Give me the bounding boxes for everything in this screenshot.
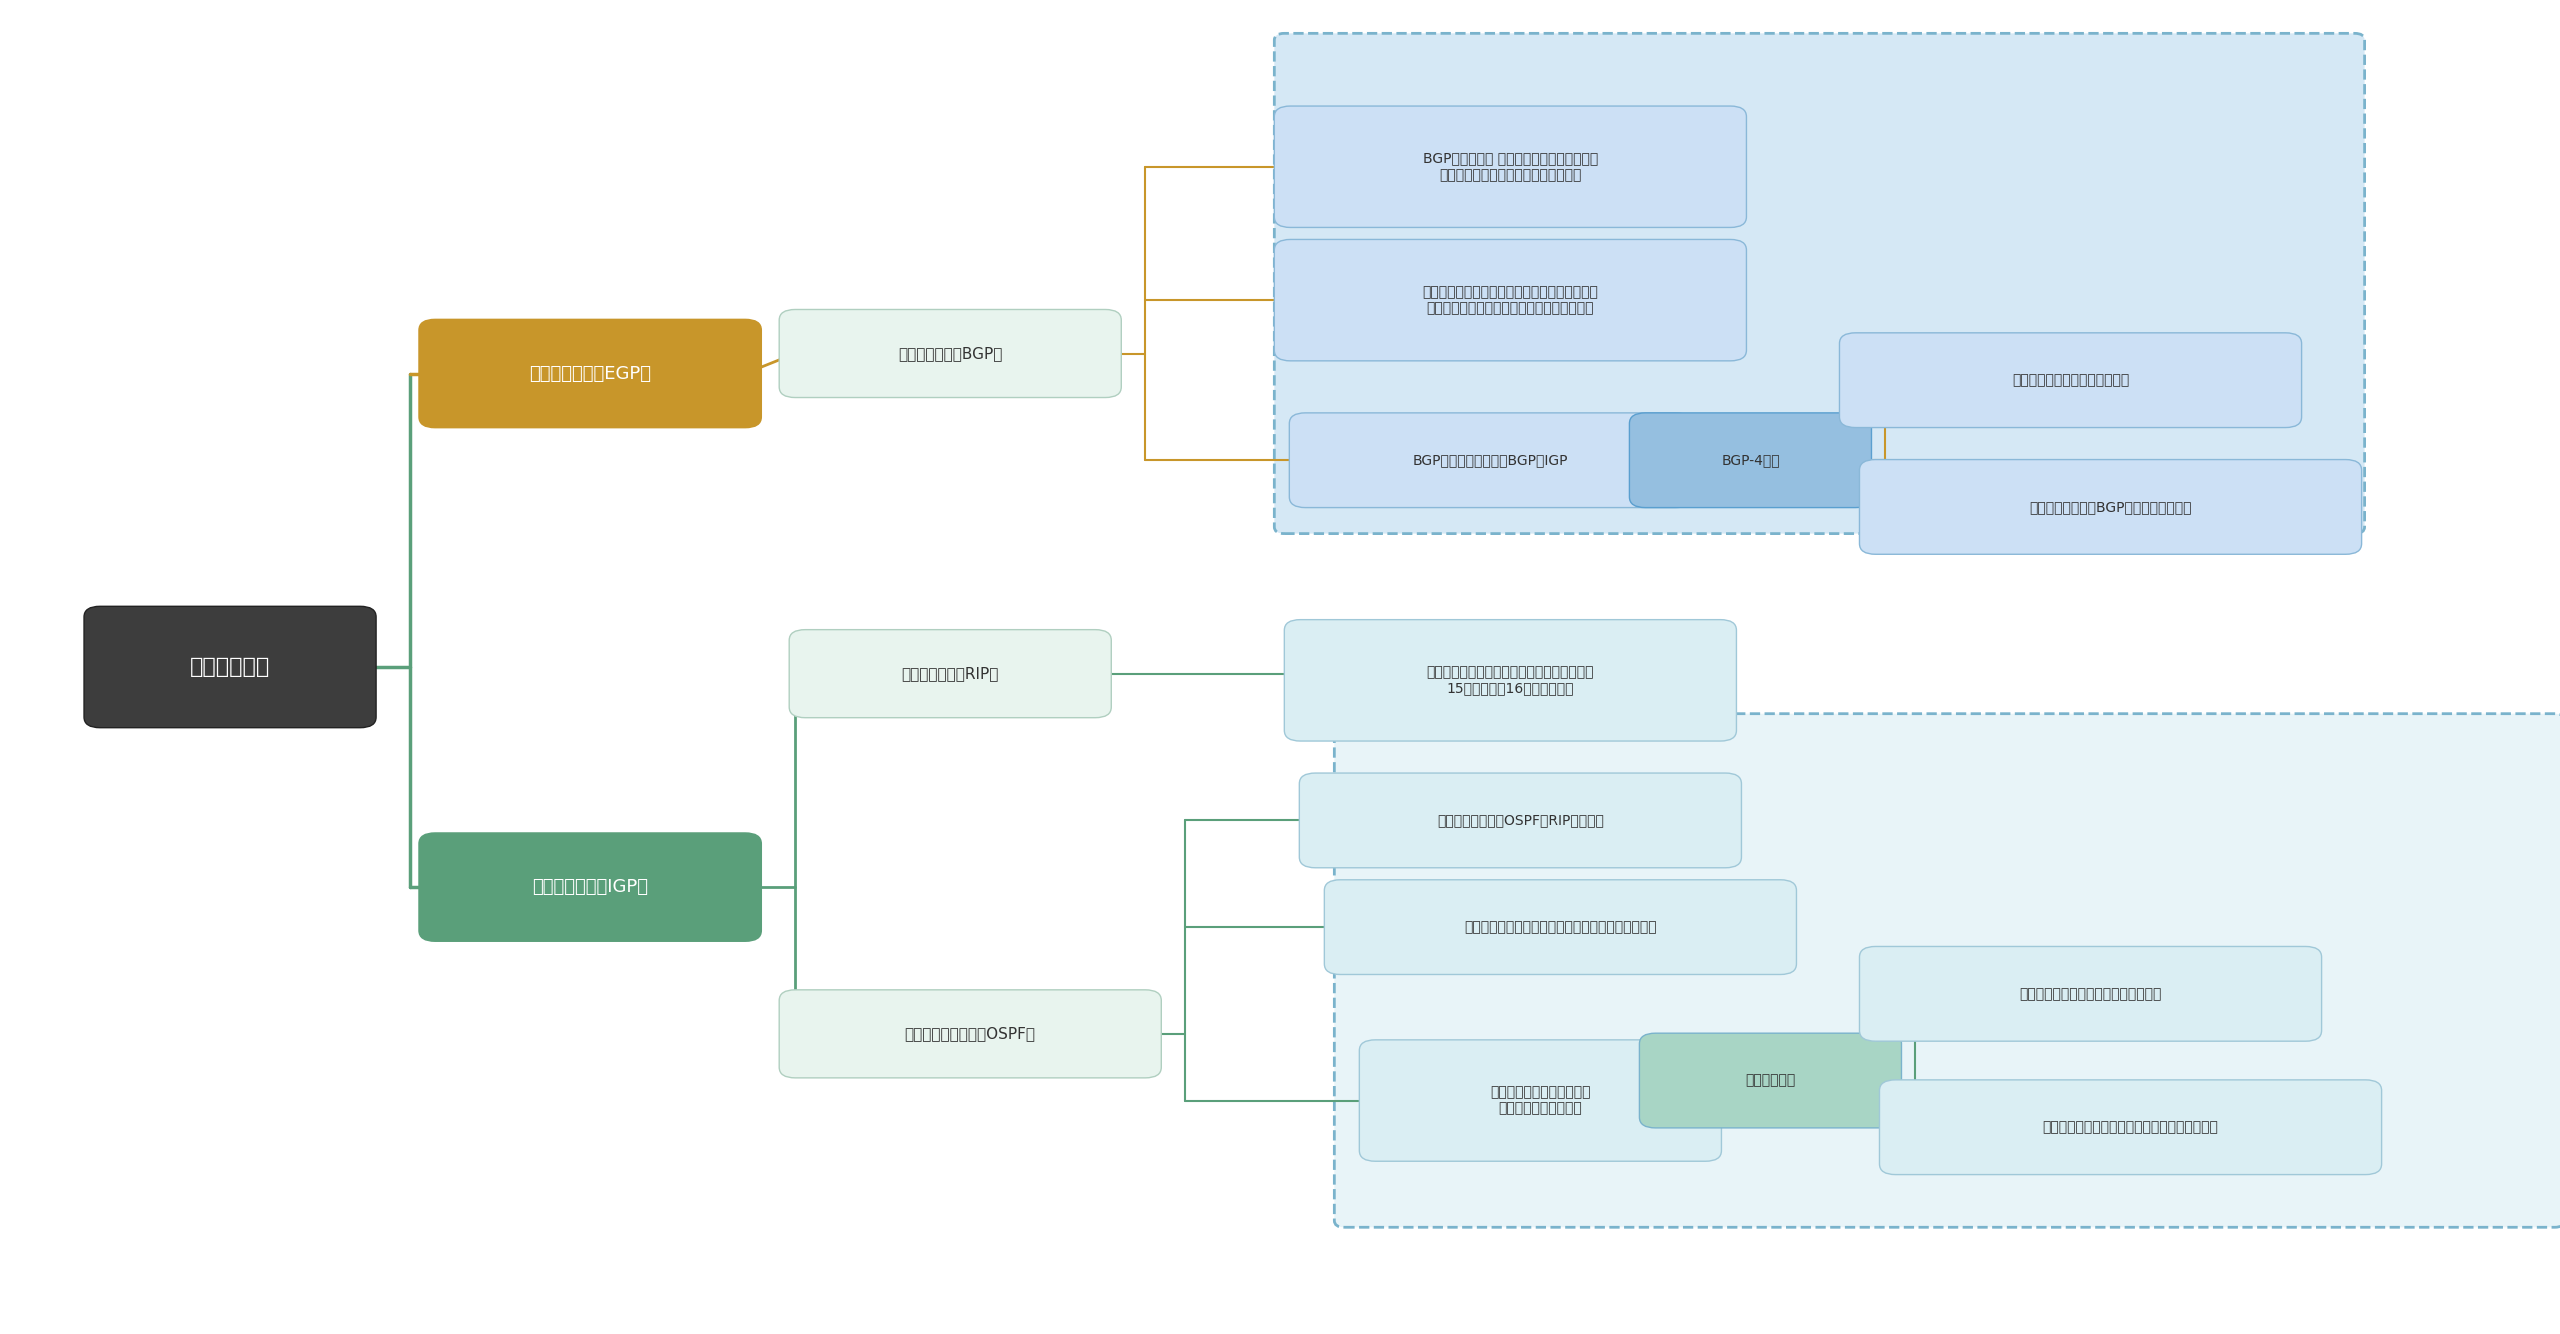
Text: 区域边界路由器、自治系统边界路由器、主干路由器: 区域边界路由器、自治系统边界路由器、主干路由器 bbox=[1464, 920, 1656, 934]
FancyBboxPatch shape bbox=[1290, 412, 1692, 508]
FancyBboxPatch shape bbox=[1628, 412, 1871, 508]
Text: 内部网关协议（IGP）: 内部网关协议（IGP） bbox=[532, 878, 648, 896]
Text: 网络规模很大时，OSPF比RIP要好得多: 网络规模很大时，OSPF比RIP要好得多 bbox=[1436, 814, 1603, 827]
Text: 问候分组用来发现和维持临站的可达性: 问候分组用来发现和维持临站的可达性 bbox=[2020, 987, 2161, 1000]
FancyBboxPatch shape bbox=[1638, 1033, 1902, 1129]
Text: 打开报文：与相邻BGP发言人建立关系。: 打开报文：与相邻BGP发言人建立关系。 bbox=[2030, 500, 2191, 514]
Text: 问候、数据库描述、链路状态请求、更新、确认: 问候、数据库描述、链路状态请求、更新、确认 bbox=[2043, 1121, 2220, 1134]
Text: 边际网关协议（BGP）: 边际网关协议（BGP） bbox=[899, 346, 1004, 362]
Text: 五种分组类型: 五种分组类型 bbox=[1746, 1074, 1795, 1087]
FancyBboxPatch shape bbox=[420, 832, 760, 942]
FancyBboxPatch shape bbox=[1841, 334, 2301, 427]
Text: 路由选择协议: 路由选择协议 bbox=[189, 658, 271, 676]
FancyBboxPatch shape bbox=[1359, 1041, 1720, 1161]
Text: BGP发言人，同时运行BGP和IGP: BGP发言人，同时运行BGP和IGP bbox=[1413, 454, 1569, 467]
FancyBboxPatch shape bbox=[778, 990, 1162, 1078]
FancyBboxPatch shape bbox=[1859, 947, 2322, 1041]
Text: 开放最短路径优先（OSPF）: 开放最短路径优先（OSPF） bbox=[904, 1026, 1037, 1042]
FancyBboxPatch shape bbox=[84, 606, 376, 728]
FancyBboxPatch shape bbox=[1879, 1081, 2381, 1175]
Text: 外部网关协议（EGP）: 外部网关协议（EGP） bbox=[530, 364, 650, 383]
FancyBboxPatch shape bbox=[420, 320, 760, 427]
FancyBboxPatch shape bbox=[1334, 714, 2560, 1227]
FancyBboxPatch shape bbox=[1285, 619, 1736, 742]
Text: 所交换的网络可达性信息就是要到达某个网络需
要经过的一系列自治系统，而不仅仅是下一跳: 所交换的网络可达性信息就是要到达某个网络需 要经过的一系列自治系统，而不仅仅是下… bbox=[1423, 285, 1597, 315]
FancyBboxPatch shape bbox=[1275, 33, 2365, 534]
FancyBboxPatch shape bbox=[1300, 774, 1741, 868]
Text: 保活报文：周期性正是临站关系: 保活报文：周期性正是临站关系 bbox=[2012, 374, 2130, 387]
FancyBboxPatch shape bbox=[1275, 240, 1746, 360]
Text: 距离也就是「跳数」，一条路径最多只能包含
15个路由器，16即网络不可达: 距离也就是「跳数」，一条路径最多只能包含 15个路由器，16即网络不可达 bbox=[1426, 666, 1595, 695]
Text: 路由信息协议（RIP）: 路由信息协议（RIP） bbox=[901, 666, 998, 682]
Text: 使用层次结构的区域划分，
上层区域叫做主干区域: 使用层次结构的区域划分， 上层区域叫做主干区域 bbox=[1490, 1086, 1590, 1115]
FancyBboxPatch shape bbox=[1859, 459, 2363, 555]
FancyBboxPatch shape bbox=[1324, 880, 1797, 974]
Text: BGP-4报文: BGP-4报文 bbox=[1720, 454, 1779, 467]
FancyBboxPatch shape bbox=[788, 630, 1111, 718]
FancyBboxPatch shape bbox=[778, 309, 1121, 398]
Text: BGP路由表包括 目的网络前缀、下一跳路由
器、到达目的网络需要经过的自治系统: BGP路由表包括 目的网络前缀、下一跳路由 器、到达目的网络需要经过的自治系统 bbox=[1423, 152, 1597, 181]
FancyBboxPatch shape bbox=[1275, 107, 1746, 227]
